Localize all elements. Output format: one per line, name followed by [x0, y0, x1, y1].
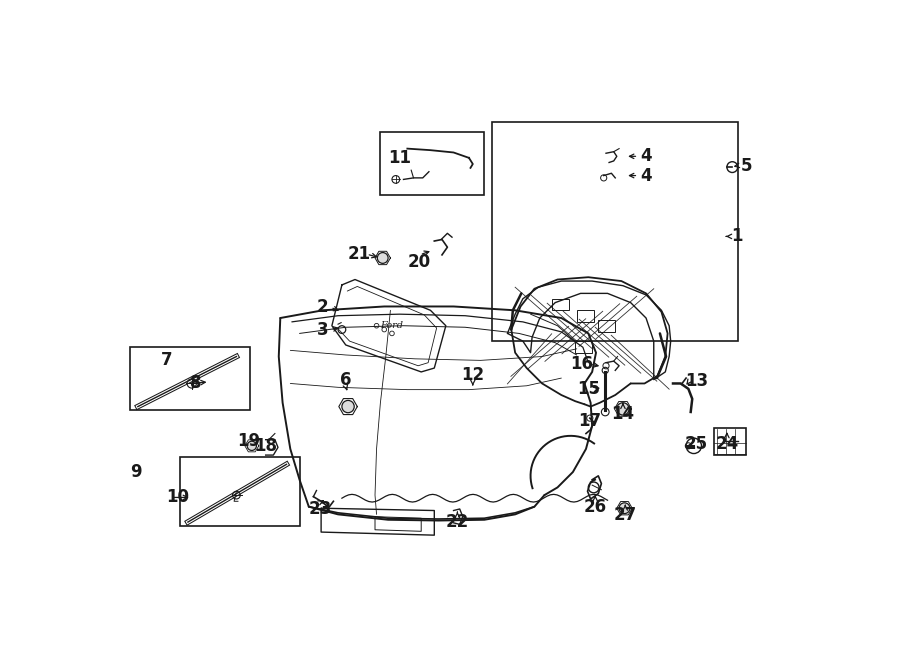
Bar — [492, 122, 738, 341]
Text: 16: 16 — [571, 355, 594, 373]
Text: 3: 3 — [317, 321, 328, 338]
Circle shape — [342, 401, 355, 412]
Text: 10: 10 — [166, 488, 189, 506]
Text: 4: 4 — [640, 147, 652, 165]
Text: 26: 26 — [584, 498, 607, 516]
Text: 24: 24 — [716, 436, 739, 453]
Text: 8: 8 — [190, 375, 202, 393]
Text: 22: 22 — [446, 513, 469, 531]
Text: 15: 15 — [577, 380, 599, 398]
Bar — [180, 457, 300, 526]
Text: 1: 1 — [731, 227, 742, 245]
Bar — [598, 321, 616, 332]
Text: 20: 20 — [408, 253, 431, 271]
Text: 6: 6 — [340, 371, 352, 389]
Bar — [577, 310, 594, 322]
Text: 21: 21 — [347, 245, 371, 263]
Text: 27: 27 — [614, 506, 637, 524]
Circle shape — [619, 503, 630, 514]
Text: 2: 2 — [317, 298, 328, 316]
Bar — [714, 428, 746, 455]
Text: 13: 13 — [685, 372, 708, 390]
Text: 12: 12 — [461, 366, 484, 384]
Text: Ford: Ford — [381, 321, 403, 330]
Text: 7: 7 — [160, 350, 172, 369]
Text: 19: 19 — [238, 432, 260, 450]
Circle shape — [248, 442, 256, 450]
Bar — [381, 132, 484, 195]
Bar — [575, 341, 592, 353]
Text: 11: 11 — [388, 149, 411, 167]
Text: 5: 5 — [741, 157, 751, 175]
Text: 23: 23 — [309, 500, 332, 518]
Text: 9: 9 — [130, 463, 142, 481]
Bar — [552, 299, 569, 310]
Text: 25: 25 — [685, 436, 707, 453]
Text: 17: 17 — [579, 412, 601, 430]
Text: 4: 4 — [640, 167, 652, 184]
Circle shape — [377, 253, 388, 263]
Bar — [130, 347, 249, 410]
Text: 14: 14 — [611, 405, 634, 423]
Circle shape — [616, 403, 629, 415]
Text: 18: 18 — [254, 437, 277, 455]
